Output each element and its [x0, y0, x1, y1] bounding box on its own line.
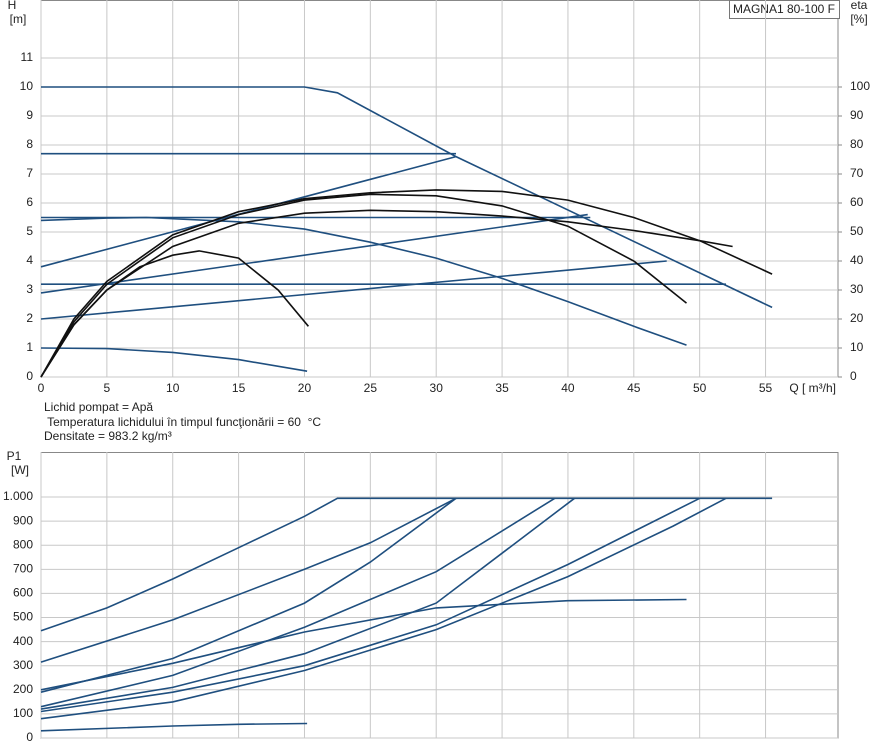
- y-tick-label: 100: [13, 706, 33, 720]
- y-unit: [m]: [10, 12, 27, 26]
- curve: [41, 86, 773, 309]
- y-tick-label: 600: [13, 586, 33, 600]
- y-tick-label: 0: [26, 369, 33, 383]
- y-tick-label: 4: [26, 253, 33, 267]
- y-tick-label: 0: [26, 730, 33, 744]
- y-tick-label: 900: [13, 513, 33, 527]
- chart-title: MAGNA1 80-100 F: [733, 2, 835, 16]
- curve: [40, 213, 588, 294]
- y2-tick-label: 10: [850, 340, 864, 354]
- curve: [40, 598, 687, 691]
- y2-tick-label: 80: [850, 137, 864, 151]
- y2-tick-label: 50: [850, 224, 864, 238]
- curve: [40, 497, 727, 720]
- curve: [40, 497, 575, 710]
- y-tick-label: 2: [26, 311, 33, 325]
- x-tick-label: 25: [364, 381, 378, 395]
- y-unit: [W]: [11, 463, 29, 477]
- curve: [40, 193, 687, 378]
- y-tick-label: 6: [26, 195, 33, 209]
- y-tick-label: 7: [26, 166, 33, 180]
- x-tick-label: 40: [561, 381, 575, 395]
- curve: [40, 722, 308, 732]
- x-tick-label: 20: [298, 381, 312, 395]
- x-tick-label: 55: [759, 381, 773, 395]
- annotation: Lichid pompat = Apă: [44, 400, 153, 414]
- y2-tick-label: 0: [850, 369, 857, 383]
- curve: [40, 347, 308, 372]
- y-tick-label: 800: [13, 537, 33, 551]
- x-label: Q [ m³/h]: [789, 381, 836, 395]
- curve: [40, 497, 457, 693]
- y-label: H: [8, 0, 17, 12]
- y2-tick-label: 90: [850, 108, 864, 122]
- y2-tick-label: 40: [850, 253, 864, 267]
- y-label: P1: [7, 449, 22, 463]
- y-tick-label: 1: [26, 340, 33, 354]
- y2-label: eta: [851, 0, 868, 12]
- y-tick-label: 1.000: [3, 489, 33, 503]
- annotation: Temperatura lichidului în timpul funcţio…: [44, 415, 321, 429]
- top-frame: [40, 0, 839, 378]
- annotation: Densitate = 983.2 kg/m³: [44, 429, 172, 443]
- curve: [40, 497, 701, 713]
- curve: [40, 260, 667, 320]
- y2-tick-label: 100: [850, 79, 870, 93]
- x-tick-label: 30: [430, 381, 444, 395]
- y-tick-label: 700: [13, 562, 33, 576]
- title-box: [729, 0, 840, 19]
- y-tick-label: 10: [20, 79, 34, 93]
- y-tick-label: 300: [13, 658, 33, 672]
- curve: [40, 497, 457, 663]
- y-tick-label: 11: [21, 50, 34, 64]
- y-tick-label: 500: [13, 610, 33, 624]
- x-tick-label: 15: [232, 381, 246, 395]
- y-tick-label: 400: [13, 634, 33, 648]
- y-tick-label: 3: [26, 282, 33, 296]
- x-tick-label: 50: [693, 381, 707, 395]
- y-tick-label: 9: [26, 108, 33, 122]
- curve: [40, 209, 733, 378]
- y2-tick-label: 20: [850, 311, 864, 325]
- x-tick-label: 0: [38, 381, 45, 395]
- x-tick-label: 35: [495, 381, 509, 395]
- x-tick-label: 5: [104, 381, 111, 395]
- y-tick-label: 200: [13, 682, 33, 696]
- y2-tick-label: 70: [850, 166, 864, 180]
- curve: [40, 497, 556, 708]
- bottom-frame: [40, 452, 839, 739]
- x-tick-label: 10: [166, 381, 180, 395]
- curve: [40, 497, 773, 632]
- curve: [40, 216, 687, 346]
- y-tick-label: 5: [26, 224, 33, 238]
- curve: [40, 189, 773, 378]
- y2-tick-label: 60: [850, 195, 864, 209]
- y-tick-label: 8: [26, 137, 33, 151]
- y2-unit: [%]: [850, 12, 867, 26]
- x-tick-label: 45: [627, 381, 641, 395]
- y2-tick-label: 30: [850, 282, 864, 296]
